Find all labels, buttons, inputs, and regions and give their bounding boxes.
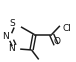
Text: N: N <box>3 32 9 41</box>
Text: S: S <box>9 19 15 28</box>
Text: O: O <box>54 37 61 46</box>
Text: N: N <box>8 44 15 53</box>
Text: Cl: Cl <box>62 24 71 33</box>
